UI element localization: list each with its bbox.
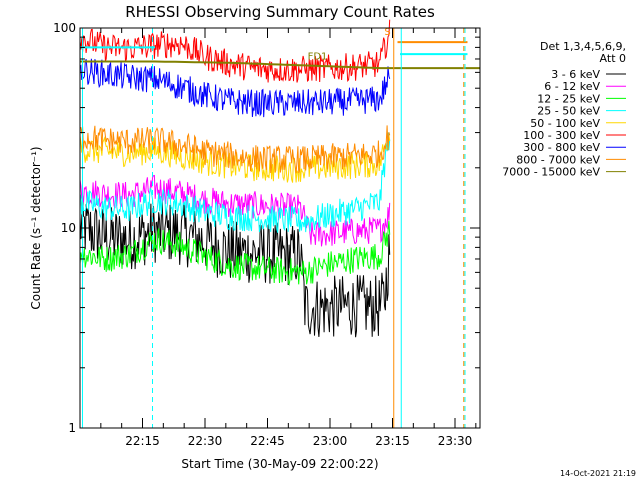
annotation-s: S [384, 27, 390, 38]
series-line-5 [79, 19, 391, 83]
series-line-8 [80, 60, 480, 70]
series-line-2 [79, 220, 391, 287]
series-line-1 [79, 174, 391, 247]
legend-header: Det 1,3,4,5,6,9, [540, 40, 626, 53]
x-tick-label: 22:15 [125, 434, 160, 448]
legend-entry-label: 50 - 100 keV [530, 117, 600, 130]
legend-entry-label: 7000 - 15000 keV [502, 166, 600, 179]
legend-entry-label: 100 - 300 keV [523, 129, 600, 142]
x-tick-label: 23:15 [375, 434, 410, 448]
y-axis-label: Count Rate (s⁻¹ detector⁻¹) [29, 146, 43, 309]
legend-entry-label: 25 - 50 keV [537, 105, 600, 118]
y-tick-label: 1 [68, 421, 76, 435]
series-line-6 [79, 58, 391, 118]
x-tick-label: 23:00 [313, 434, 348, 448]
y-tick-label: 10 [61, 221, 76, 235]
legend-entry-label: 12 - 25 keV [537, 92, 600, 105]
y-tick-label: 100 [53, 21, 76, 35]
x-tick-label: 22:30 [188, 434, 223, 448]
annotation-fd1: FD1 [308, 51, 328, 62]
timestamp: 14-Oct-2021 21:19 [560, 469, 636, 478]
x-tick-label: 22:45 [250, 434, 285, 448]
legend-entry-label: 800 - 7000 keV [516, 153, 600, 166]
plot-area: FD1 S 22:15 22:30 22:45 23:00 23:15 23:30 1 10 100 [53, 19, 481, 448]
x-tick-label: 23:30 [438, 434, 473, 448]
legend-entry-label: 300 - 800 keV [523, 141, 600, 154]
legend-entry-label: 3 - 6 keV [551, 68, 600, 81]
legend-header: Att 0 [600, 52, 626, 65]
series-line-7 [80, 125, 391, 174]
series-line-3 [79, 132, 391, 233]
x-axis-label: Start Time (30-May-09 22:00:22) [181, 457, 378, 471]
legend-entry-label: 6 - 12 keV [544, 80, 600, 93]
chart-title: RHESSI Observing Summary Count Rates [125, 3, 435, 21]
